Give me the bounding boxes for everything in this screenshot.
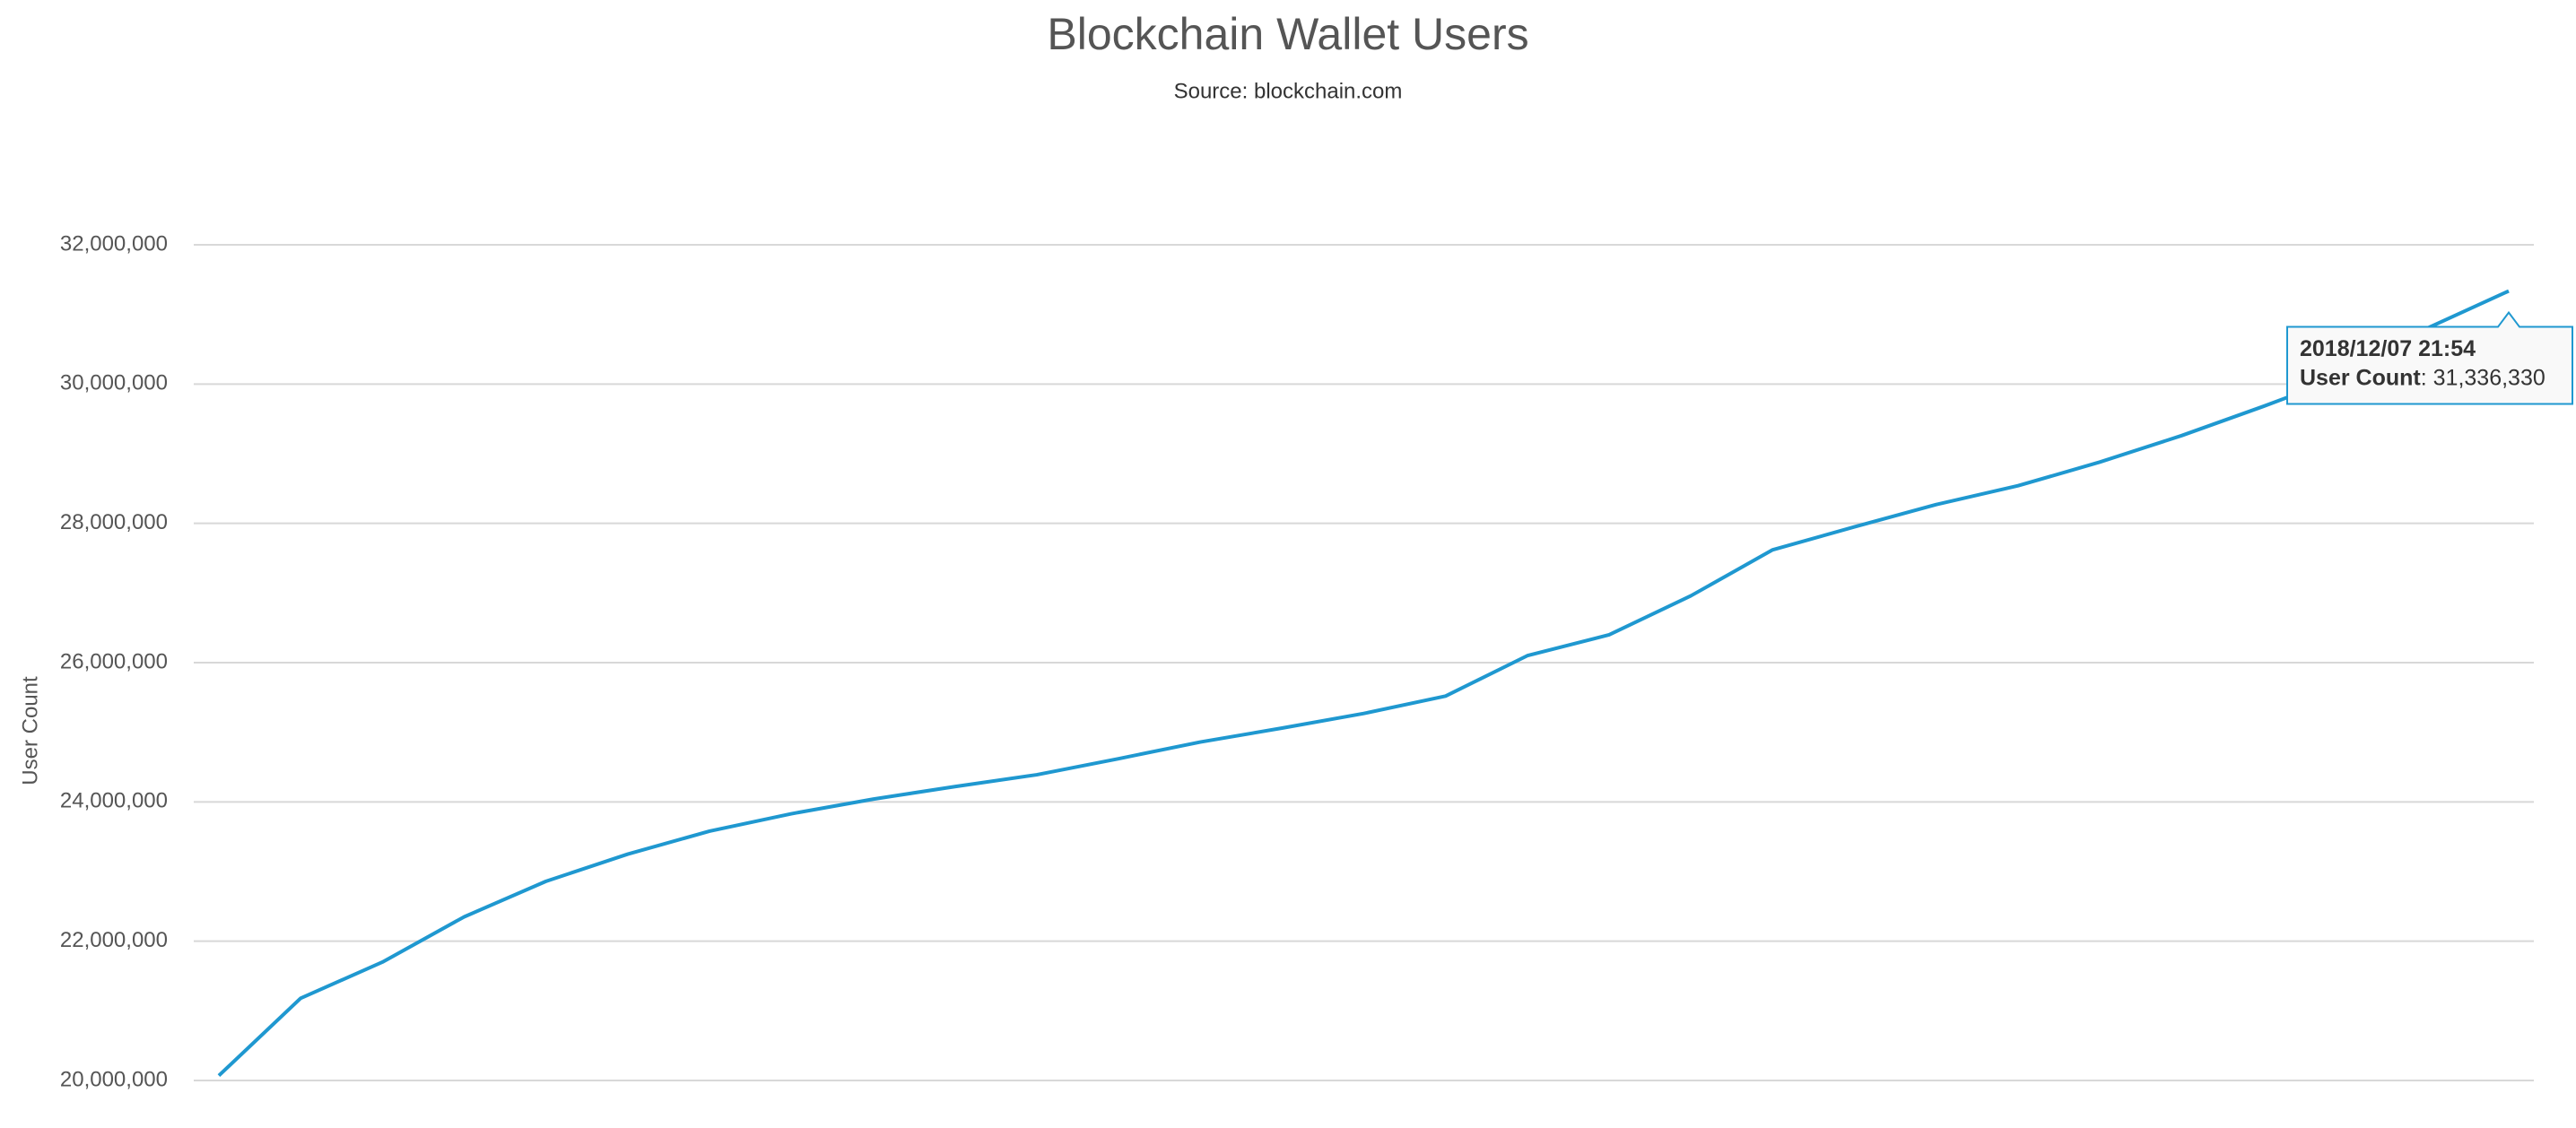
y-tick-label: 20,000,000 (60, 1067, 168, 1091)
y-tick-label: 22,000,000 (60, 928, 168, 952)
tooltip-value: 31,336,330 (2433, 365, 2546, 390)
chart-subtitle: Source: blockchain.com (1174, 79, 1403, 103)
line (217, 289, 2510, 1078)
tooltip-line: User Count: 31,336,330 (2300, 365, 2546, 390)
chart-title: Blockchain Wallet Users (1047, 9, 1528, 59)
tooltip-title: 2018/12/07 21:54 (2300, 336, 2476, 361)
tooltip-box (2286, 310, 2573, 405)
tooltip: 2018/12/07 21:54 User Count: 31,336,330 (2286, 310, 2573, 405)
y-axis-label: User Count (18, 676, 42, 785)
y-tick-label: 26,000,000 (60, 649, 168, 673)
y-tick-label: 32,000,000 (60, 231, 168, 256)
tooltip-separator: : (2421, 365, 2433, 390)
y-tick-label: 24,000,000 (60, 789, 168, 813)
tooltip-series: User Count (2300, 365, 2421, 390)
y-tick-label: 30,000,000 (60, 371, 168, 395)
y-tick-label: 28,000,000 (60, 510, 168, 534)
